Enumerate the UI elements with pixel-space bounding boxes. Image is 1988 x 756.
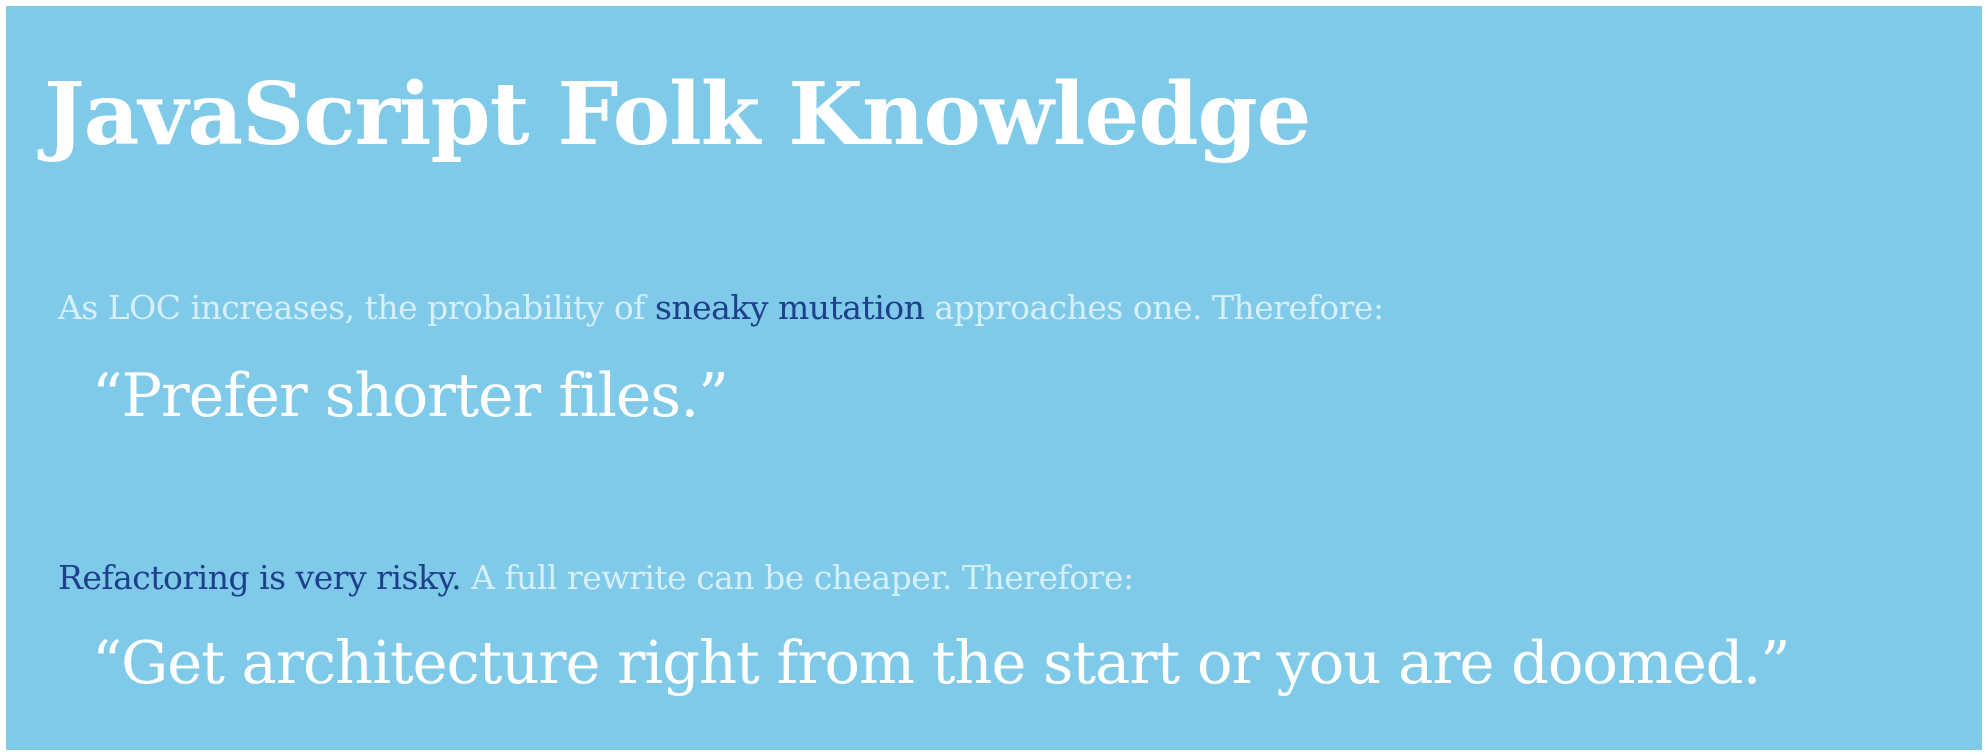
- premise-2-text-after: A full rewrite can be cheaper. Therefore…: [461, 558, 1134, 597]
- premise-2-highlight: Refactoring is very risky.: [58, 558, 462, 597]
- quote-2: “Get architecture right from the start o…: [92, 628, 1790, 697]
- premise-1: As LOC increases, the probability of sne…: [58, 291, 1384, 324]
- premise-2: Refactoring is very risky. A full rewrit…: [58, 561, 1134, 594]
- premise-1-text-before: As LOC increases, the probability of: [58, 288, 655, 327]
- premise-1-text-after: approaches one. Therefore:: [924, 288, 1384, 327]
- quote-1: “Prefer shorter files.”: [92, 361, 729, 431]
- slide-title: JavaScript Folk Knowledge: [44, 64, 1311, 165]
- slide: JavaScript Folk Knowledge As LOC increas…: [6, 6, 1982, 750]
- premise-1-highlight: sneaky mutation: [654, 288, 925, 327]
